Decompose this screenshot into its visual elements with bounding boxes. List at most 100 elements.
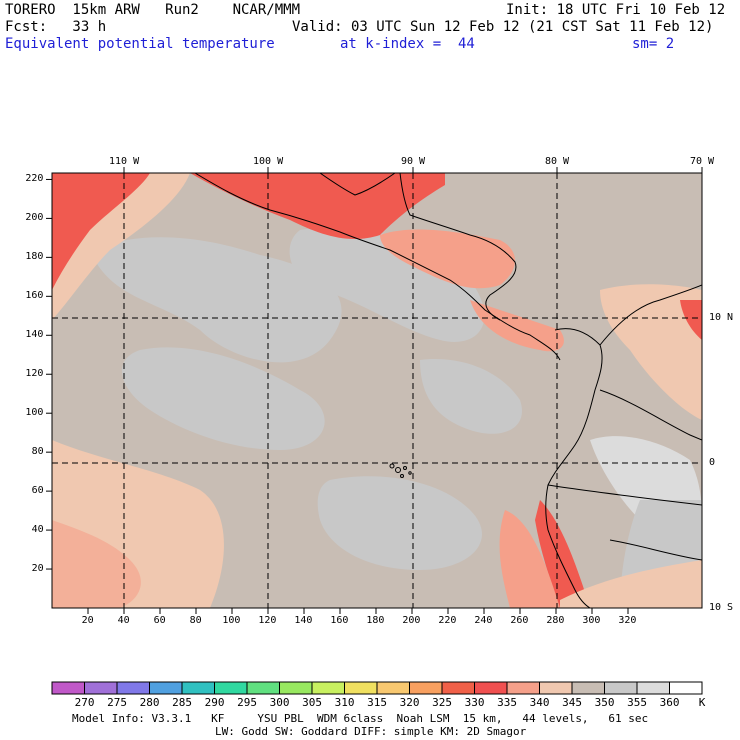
galapagos-island (395, 467, 401, 473)
cool-region-andes (590, 436, 702, 520)
colorbar-label: 285 (172, 696, 192, 709)
hot-region-venezuela (680, 300, 702, 340)
border-ecuador-peru (547, 484, 702, 506)
colorbar-swatch (571, 681, 605, 695)
colorbar (51, 681, 703, 695)
colorbar-swatch (84, 681, 118, 695)
y-index-label: 160 (25, 290, 44, 302)
x-index-label: 260 (510, 615, 529, 626)
colorbar-swatch (181, 681, 215, 695)
level-index: at k-index = 44 (340, 36, 475, 52)
y-index-label: 100 (25, 407, 44, 419)
colorbar-label: 355 (627, 696, 647, 709)
x-index-label: 160 (330, 615, 349, 626)
colorbar-swatch (441, 681, 475, 695)
colorbar-label: 335 (497, 696, 517, 709)
y-index-label: 220 (25, 173, 44, 185)
y-index-label: 120 (25, 368, 44, 380)
hot-region-peru-coast (535, 500, 590, 608)
ocean-patch (90, 237, 342, 363)
field-name: Equivalent potential temperature (5, 36, 275, 52)
hot-region-mexico (190, 173, 445, 240)
smoothing: sm= 2 (632, 36, 675, 52)
y-index-label: 40 (31, 524, 44, 536)
warm-region-costa-rica (470, 300, 564, 352)
caribbean-coast-central-america (399, 173, 517, 321)
colorbar-swatch (636, 681, 670, 695)
ocean-patch (121, 347, 325, 450)
colorbar-label: 305 (302, 696, 322, 709)
pacific-coast-south-america (545, 328, 603, 608)
colorbar-label: 350 (594, 696, 615, 709)
warm-region-peru-offshore (499, 510, 560, 608)
lat-label-10n: 10 N (709, 312, 734, 323)
colorbar-swatch (539, 681, 573, 695)
border-peru-brazil (609, 539, 702, 561)
valid-time: Valid: 03 UTC Sun 12 Feb 12 (21 CST Sat … (292, 19, 714, 35)
map-field (52, 173, 702, 608)
x-index-label: 80 (189, 615, 202, 626)
colorbar-label: 345 (562, 696, 582, 709)
colorbar-swatch (474, 681, 508, 695)
colorbar-label: 270 (74, 696, 95, 709)
x-index-label: 280 (546, 615, 565, 626)
colorbar-label: 275 (107, 696, 127, 709)
x-index-label: 220 (438, 615, 457, 626)
colorbar-label: 310 (334, 696, 355, 709)
x-index-label: 20 (81, 615, 94, 626)
y-index-label: 80 (31, 446, 44, 458)
colorbar-swatch (246, 681, 280, 695)
colorbar-swatch (604, 681, 638, 695)
y-index-label: 20 (31, 563, 44, 575)
map-frame (51, 172, 703, 609)
x-index-label: 300 (582, 615, 601, 626)
forecast-hour: Fcst: 33 h (5, 19, 107, 35)
x-index-label: 60 (153, 615, 166, 626)
galapagos-island (389, 463, 395, 469)
galapagos-island (408, 471, 412, 475)
colorbar-label: 340 (529, 696, 550, 709)
physics-info: LW: Godd SW: Goddard DIFF: simple KM: 2D… (215, 725, 527, 738)
mexico-gulf-coast (319, 173, 396, 196)
bottom-ticks (87, 608, 629, 614)
border-colombia-ecuador (599, 389, 702, 441)
colorbar-label: 330 (464, 696, 485, 709)
x-index-label: 320 (618, 615, 637, 626)
y-index-label: 200 (25, 212, 44, 224)
x-index-label: 140 (294, 615, 313, 626)
lat-label-0: 0 (709, 457, 716, 468)
x-index-label: 180 (366, 615, 385, 626)
colorbar-swatch (214, 681, 248, 695)
y-index-label: 180 (25, 251, 44, 263)
pacific-coast-central-america (194, 173, 561, 361)
colorbar-label: 325 (432, 696, 452, 709)
colorbar-label: 280 (139, 696, 160, 709)
colorbar-label: 315 (367, 696, 387, 709)
galapagos-island (403, 466, 407, 470)
colorbar-swatch (311, 681, 345, 695)
caribbean-coast-colombia (599, 284, 702, 346)
x-index-label: 200 (402, 615, 421, 626)
lon-label-90w: 90 W (401, 156, 426, 167)
ocean-patch (317, 476, 482, 570)
model-info: Model Info: V3.3.1 KF YSU PBL WDM 6class… (72, 712, 649, 725)
x-index-label: 100 (222, 615, 241, 626)
y-index-label: 140 (25, 329, 44, 341)
colorbar-swatch (669, 681, 703, 695)
lon-label-110w: 110 W (109, 156, 140, 167)
colorbar-label: 360 (659, 696, 680, 709)
lon-label-100w: 100 W (253, 156, 284, 167)
colorbar-label: 290 (204, 696, 225, 709)
colorbar-swatch (506, 681, 540, 695)
colorbar-swatch (279, 681, 313, 695)
colorbar-swatch (149, 681, 183, 695)
lon-label-80w: 80 W (545, 156, 570, 167)
x-index-label: 240 (474, 615, 493, 626)
colorbar-swatch (344, 681, 378, 695)
colorbar-label: 300 (269, 696, 290, 709)
coastlines (194, 173, 702, 608)
galapagos-island (400, 474, 404, 478)
init-time: Init: 18 UTC Fri 10 Feb 12 (506, 2, 726, 18)
colorbar-swatch (51, 681, 85, 695)
